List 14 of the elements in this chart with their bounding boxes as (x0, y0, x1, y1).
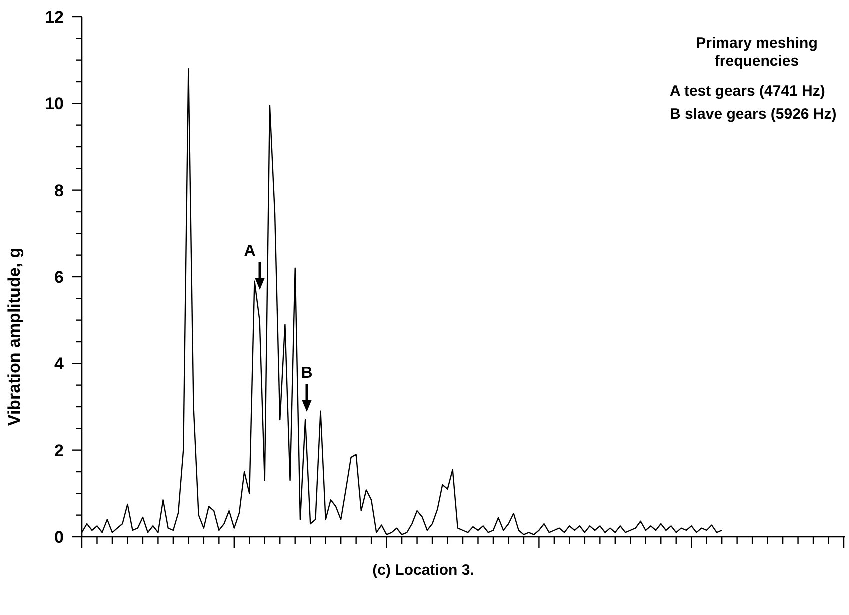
y-tick-label: 0 (54, 528, 64, 547)
annotation: B (301, 365, 313, 382)
annotation: B slave gears (5926 Hz) (670, 106, 837, 123)
y-axis-title: Vibration amplitude, g (5, 248, 24, 426)
annotation: A test gears (4741 Hz) (670, 83, 826, 100)
y-tick-label: 4 (54, 354, 65, 374)
x-axis-title: (c) Location 3. (372, 562, 474, 579)
y-tick-label: 8 (54, 181, 64, 200)
y-tick-label: 12 (45, 8, 64, 27)
y-tick-label: 10 (45, 94, 64, 114)
annotation: A (244, 243, 256, 260)
y-tick-label: 2 (54, 441, 64, 460)
annotation: Primary meshing frequencies (696, 35, 818, 70)
y-tick-label: 6 (54, 268, 64, 287)
